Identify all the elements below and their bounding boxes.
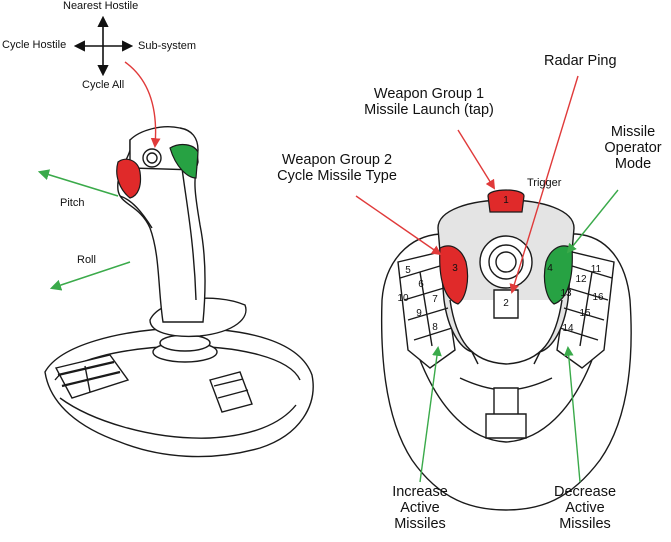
roll-label: Roll bbox=[77, 254, 96, 266]
right-joystick-illustration bbox=[380, 199, 632, 511]
increase-line-2: Active bbox=[400, 500, 440, 516]
weapon-group-2-button[interactable] bbox=[439, 245, 469, 305]
hat-up-label: Nearest Hostile bbox=[63, 0, 139, 12]
missile-operator-line-1: Missile bbox=[610, 124, 656, 140]
decrease-line-3: Missiles bbox=[559, 516, 611, 532]
radar-ping-arrow bbox=[509, 75, 579, 294]
trigger-button[interactable] bbox=[487, 189, 525, 213]
button-number-2: 2 bbox=[503, 298, 509, 309]
button-number-9: 9 bbox=[416, 308, 422, 319]
missile-operator-line-3: Mode bbox=[614, 156, 652, 172]
weapon-group-1-line-2: Missile Launch (tap) bbox=[364, 102, 494, 118]
weapon-group-2-arrow bbox=[355, 195, 442, 256]
hat-right-label: Sub-system bbox=[138, 40, 197, 52]
increase-arrow bbox=[419, 346, 442, 483]
increase-line-3: Missiles bbox=[394, 516, 446, 532]
button-number-14: 14 bbox=[562, 323, 574, 334]
trigger-label: Trigger bbox=[527, 177, 562, 189]
left-red-button[interactable] bbox=[116, 158, 142, 199]
button-number-4: 4 bbox=[547, 263, 553, 274]
hat-down-label: Cycle All bbox=[82, 79, 125, 91]
radar-ping-label: Radar Ping bbox=[544, 53, 617, 69]
button-number-3: 3 bbox=[452, 263, 458, 274]
button-number-16: 16 bbox=[592, 292, 604, 303]
button-number-12: 12 bbox=[575, 274, 587, 285]
left-joystick-illustration bbox=[44, 126, 314, 458]
button-number-8: 8 bbox=[432, 322, 438, 333]
weapon-group-1-label: Weapon Group 1 Missile Launch (tap) bbox=[350, 86, 508, 118]
button-number-1: 1 bbox=[503, 195, 509, 206]
weapon-group-1-arrow bbox=[457, 129, 496, 190]
arrow-downleft-icon bbox=[49, 261, 131, 291]
button-number-15: 15 bbox=[579, 308, 591, 319]
arrow-upleft-icon bbox=[37, 169, 119, 197]
hat-callout-arrow bbox=[124, 61, 161, 148]
button-number-5: 5 bbox=[405, 265, 411, 276]
button-number-7: 7 bbox=[432, 294, 438, 305]
four-way-arrow-icon bbox=[73, 15, 134, 77]
missile-operator-button[interactable] bbox=[543, 245, 573, 305]
missile-operator-label: Missile Operator Mode bbox=[598, 124, 668, 172]
pitch-label: Pitch bbox=[60, 197, 85, 209]
weapon-group-1-line-1: Weapon Group 1 bbox=[373, 86, 485, 102]
increase-label: Increase Active Missiles bbox=[384, 484, 456, 532]
button-number-11: 11 bbox=[590, 264, 602, 275]
left-green-button[interactable] bbox=[169, 143, 199, 179]
missile-operator-arrow bbox=[566, 189, 619, 254]
hat-left-label: Cycle Hostile bbox=[2, 39, 67, 51]
increase-line-1: Increase bbox=[392, 484, 448, 500]
decrease-label: Decrease Active Missiles bbox=[544, 484, 626, 532]
decrease-line-2: Active bbox=[565, 500, 605, 516]
decrease-line-1: Decrease bbox=[553, 484, 617, 500]
button-number-6: 6 bbox=[418, 279, 424, 290]
weapon-group-2-line-2: Cycle Missile Type bbox=[277, 168, 397, 184]
button-number-13: 13 bbox=[560, 288, 572, 299]
weapon-group-2-line-1: Weapon Group 2 bbox=[281, 152, 393, 168]
decrease-arrow bbox=[563, 346, 581, 483]
missile-operator-line-2: Operator bbox=[604, 140, 662, 156]
weapon-group-2-label: Weapon Group 2 Cycle Missile Type bbox=[262, 152, 412, 184]
button-number-10: 10 bbox=[397, 293, 409, 304]
